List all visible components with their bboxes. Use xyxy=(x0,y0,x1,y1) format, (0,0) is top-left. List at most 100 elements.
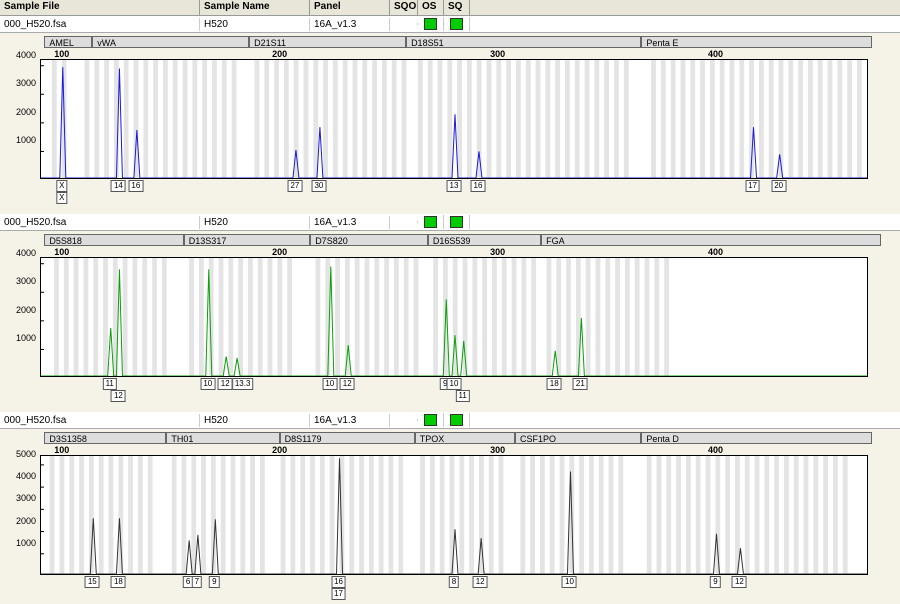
quality-cell xyxy=(390,23,418,25)
locus-label: Penta D xyxy=(641,432,872,444)
y-tick-label: 4000 xyxy=(16,50,36,60)
locus-bar: AMELvWAD21S11D18S51Penta E xyxy=(40,35,868,49)
allele-call: 15 xyxy=(85,576,100,588)
sample-file: 000_H520.fsa xyxy=(0,216,200,229)
quality-indicator-icon xyxy=(424,18,437,30)
plot-svg xyxy=(40,257,868,377)
plot-svg xyxy=(40,59,868,179)
locus-label: TH01 xyxy=(166,432,279,444)
locus-label: D8S1179 xyxy=(280,432,415,444)
x-tick-label: 200 xyxy=(272,49,287,59)
x-axis-labels: 100 200 300 400 xyxy=(40,49,868,59)
electropherogram-plot: 1002003004001000200030004000X14162730131… xyxy=(40,49,894,204)
column-header: OS xyxy=(418,0,444,15)
allele-call: 20 xyxy=(771,180,786,192)
allele-call: 12 xyxy=(473,576,488,588)
quality-cell xyxy=(418,215,444,229)
x-tick-label: 200 xyxy=(272,247,287,257)
locus-bar: D3S1358TH01D8S1179TPOXCSF1POPenta D xyxy=(40,431,868,445)
allele-call: 10 xyxy=(322,378,337,390)
y-tick-label: 2000 xyxy=(16,305,36,315)
electropherogram-plot: 1002003004001000200030004000500015186791… xyxy=(40,445,894,600)
sample-name: H520 xyxy=(200,216,310,229)
allele-call: 14 xyxy=(111,180,126,192)
x-tick-label: 300 xyxy=(490,247,505,257)
quality-cell xyxy=(444,17,470,31)
allele-call: 27 xyxy=(287,180,302,192)
column-header: SQO xyxy=(390,0,418,15)
y-tick-label: 5000 xyxy=(16,449,36,459)
y-tick-label: 1000 xyxy=(16,538,36,548)
column-header-row: Sample FileSample NamePanelSQOOSSQ xyxy=(0,0,900,16)
allele-call: 9 xyxy=(710,576,720,588)
quality-cell xyxy=(444,413,470,427)
allele-call: 8 xyxy=(449,576,459,588)
y-tick-label: 2000 xyxy=(16,107,36,117)
x-tick-label: 100 xyxy=(54,445,69,455)
sample-name: H520 xyxy=(200,18,310,31)
y-tick-label: 3000 xyxy=(16,493,36,503)
locus-label: D13S317 xyxy=(184,234,310,246)
allele-call: 21 xyxy=(573,378,588,390)
x-axis-labels: 100 200 300 400 xyxy=(40,445,868,455)
x-axis-labels: 100200300400 xyxy=(40,247,868,257)
allele-call: 10 xyxy=(447,378,462,390)
allele-call: 11 xyxy=(456,390,470,402)
locus-label: D18S51 xyxy=(406,36,641,48)
x-tick-label: 400 xyxy=(708,445,723,455)
y-tick-label: 4000 xyxy=(16,471,36,481)
quality-indicator-icon xyxy=(424,216,437,228)
y-tick-label: 3000 xyxy=(16,78,36,88)
allele-call: 18 xyxy=(547,378,562,390)
allele-call: 13 xyxy=(447,180,462,192)
allele-call: X xyxy=(56,180,67,192)
allele-calls-row: 11101213.310129101821 xyxy=(40,378,868,390)
column-header: Panel xyxy=(310,0,390,15)
x-tick-label: 300 xyxy=(490,445,505,455)
allele-call: 12 xyxy=(732,576,747,588)
locus-label: AMEL xyxy=(44,36,92,48)
locus-label: TPOX xyxy=(415,432,515,444)
allele-call: 16 xyxy=(128,180,143,192)
allele-call: 13.3 xyxy=(232,378,254,390)
allele-calls-row: X1416273013161720 xyxy=(40,180,868,192)
allele-call: X xyxy=(56,192,67,204)
allele-call: 17 xyxy=(745,180,760,192)
y-tick-label: 1000 xyxy=(16,135,36,145)
locus-bar: D5S818D13S317D7S820D16S539FGA xyxy=(40,233,868,247)
quality-cell xyxy=(390,221,418,223)
locus-label: vWA xyxy=(92,36,249,48)
x-tick-label: 100 xyxy=(54,49,69,59)
locus-label: D16S539 xyxy=(428,234,541,246)
x-tick-label: 200 xyxy=(272,445,287,455)
y-tick-label: 4000 xyxy=(16,248,36,258)
locus-label: D3S1358 xyxy=(44,432,166,444)
allele-call: 12 xyxy=(111,390,126,402)
quality-indicator-icon xyxy=(424,414,437,426)
x-tick-label: 300 xyxy=(490,49,505,59)
y-axis-labels: 1000 2000 3000 4000 xyxy=(8,247,38,367)
allele-calls-row-2: X xyxy=(40,192,868,204)
y-tick-label: 3000 xyxy=(16,276,36,286)
quality-indicator-icon xyxy=(450,216,463,228)
plot-svg xyxy=(40,455,868,575)
column-header: Sample Name xyxy=(200,0,310,15)
allele-call: 9 xyxy=(209,576,219,588)
allele-call: 30 xyxy=(311,180,326,192)
sample-file: 000_H520.fsa xyxy=(0,414,200,427)
x-tick-label: 400 xyxy=(708,49,723,59)
quality-cell xyxy=(390,419,418,421)
allele-call: 16 xyxy=(471,180,486,192)
column-header: Sample File xyxy=(0,0,200,15)
allele-call: 10 xyxy=(200,378,215,390)
locus-label: CSF1PO xyxy=(515,432,641,444)
y-tick-label: 2000 xyxy=(16,516,36,526)
panel-name: 16A_v1.3 xyxy=(310,216,390,229)
allele-call: 7 xyxy=(192,576,202,588)
quality-indicator-icon xyxy=(450,18,463,30)
allele-call: 10 xyxy=(562,576,577,588)
locus-label: D21S11 xyxy=(249,36,406,48)
y-tick-label: 1000 xyxy=(16,333,36,343)
sample-info-row: 000_H520.fsaH52016A_v1.3 xyxy=(0,412,900,429)
sample-file: 000_H520.fsa xyxy=(0,18,200,31)
